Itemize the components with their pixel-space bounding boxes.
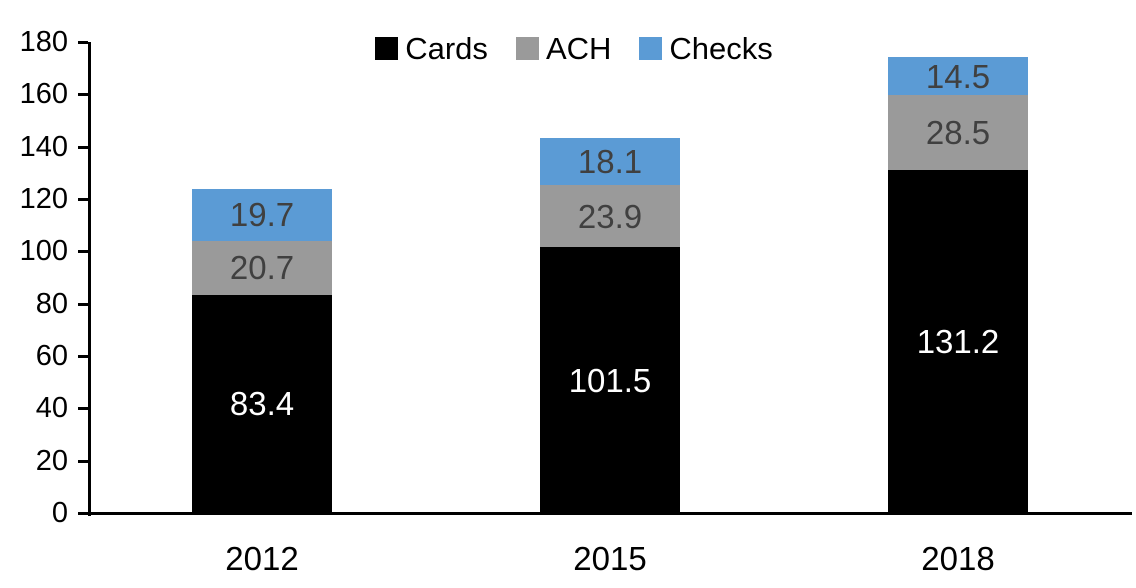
cards-swatch-icon (375, 37, 399, 60)
y-axis-label: 120 (19, 183, 68, 215)
y-axis-label: 0 (51, 497, 68, 529)
bar-value-label: 131.2 (916, 322, 1000, 360)
y-axis-label: 160 (19, 78, 68, 111)
y-axis-label: 180 (19, 26, 68, 58)
bar-value-label: 14.5 (925, 57, 991, 95)
y-axis-label: 40 (35, 392, 68, 425)
y-axis-tick (78, 198, 88, 201)
y-axis-tick (78, 407, 88, 411)
x-axis-label: 2018 (921, 540, 995, 577)
bar-segment-checks: 19.7 (192, 189, 332, 241)
legend-label-ach: ACH (545, 31, 612, 66)
legend-item-checks: Checks (639, 31, 773, 66)
legend-label-cards: Cards (405, 31, 488, 66)
bar-segment-ach: 28.5 (888, 95, 1028, 170)
bar-value-label: 83.4 (229, 385, 295, 423)
bar-segment-cards: 101.5 (540, 247, 680, 513)
bar-value-label: 23.9 (577, 197, 643, 235)
y-axis-tick (78, 93, 88, 97)
y-axis-label: 80 (35, 287, 68, 320)
chart-legend: Cards ACH Checks (6, 33, 1136, 64)
bar-value-label: 18.1 (577, 142, 643, 180)
bar-segment-cards: 131.2 (888, 169, 1028, 513)
bar-segment-checks: 14.5 (888, 57, 1028, 96)
x-axis-label: 2015 (573, 540, 647, 577)
bar-segment-checks: 18.1 (540, 137, 680, 185)
y-axis-tick (78, 302, 88, 306)
y-axis-line (88, 42, 91, 516)
y-axis-label: 100 (19, 235, 68, 268)
y-axis-tick (78, 41, 88, 44)
y-axis-tick (78, 459, 88, 463)
ach-swatch-icon (515, 37, 539, 60)
y-axis-tick (78, 250, 88, 254)
bar-value-label: 101.5 (568, 361, 652, 399)
y-axis-label: 60 (35, 340, 68, 372)
bar-segment-ach: 20.7 (192, 240, 332, 295)
legend-item-ach: ACH (515, 31, 612, 66)
y-axis-tick (78, 145, 88, 149)
bar-value-label: 28.5 (925, 113, 991, 151)
x-axis-line (78, 512, 1132, 515)
y-axis-label: 20 (35, 444, 68, 477)
y-axis-tick (78, 355, 88, 358)
x-axis-label: 2012 (225, 540, 299, 577)
legend-label-checks: Checks (669, 31, 773, 66)
y-axis-label: 140 (19, 130, 68, 163)
bar-segment-cards: 83.4 (192, 294, 332, 513)
bar-segment-ach: 23.9 (540, 184, 680, 248)
legend-item-cards: Cards (375, 33, 488, 64)
bar-value-label: 19.7 (229, 196, 295, 234)
bar-value-label: 20.7 (229, 249, 295, 287)
checks-swatch-icon (639, 37, 663, 60)
